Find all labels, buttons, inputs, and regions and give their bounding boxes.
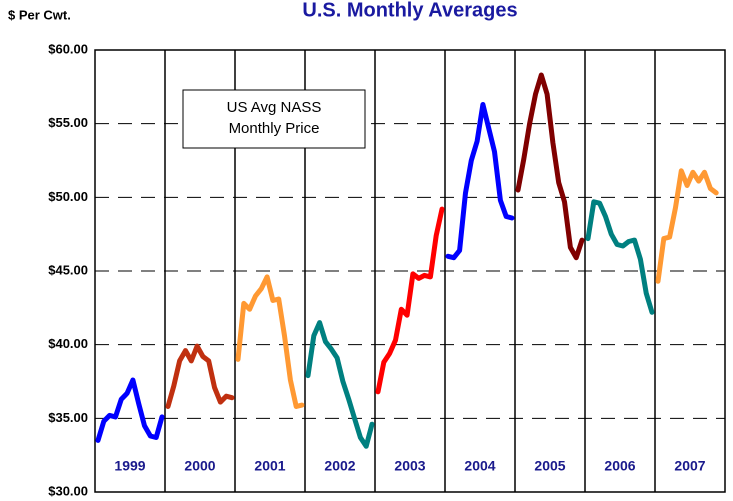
price-line (235, 274, 305, 409)
price-line (95, 377, 165, 443)
year-label: 2007 (674, 458, 705, 474)
annotation: US Avg NASS (227, 99, 322, 116)
y-tick-label: $45.00 (48, 262, 88, 277)
y-tick-label: $35.00 (48, 410, 88, 425)
year-label: 2006 (604, 458, 635, 474)
year-label: 2005 (534, 458, 565, 474)
price-line (165, 343, 235, 409)
price-line (515, 72, 585, 261)
price-line (305, 320, 375, 449)
price-line (445, 102, 515, 261)
year-label: 2001 (254, 458, 285, 474)
year-label: 2000 (184, 458, 215, 474)
plot-frame (94, 49, 726, 493)
y-tick-label: $30.00 (48, 483, 88, 498)
price-line (375, 206, 445, 395)
price-line (585, 199, 655, 315)
annotation-box (182, 89, 366, 149)
y-tick-label: $60.00 (48, 41, 88, 56)
price-line (655, 168, 719, 284)
year-label: 2003 (394, 458, 425, 474)
year-label: 2004 (464, 458, 495, 474)
y-tick-label: $55.00 (48, 115, 88, 130)
year-label: 2002 (324, 458, 355, 474)
y-axis-label: $ Per Cwt. (8, 7, 71, 22)
y-tick-label: $50.00 (48, 189, 88, 204)
chart-title: U.S. Monthly Averages (302, 0, 517, 21)
y-tick-label: $40.00 (48, 336, 88, 351)
annotation: Monthly Price (229, 120, 320, 137)
year-label: 1999 (114, 458, 145, 474)
